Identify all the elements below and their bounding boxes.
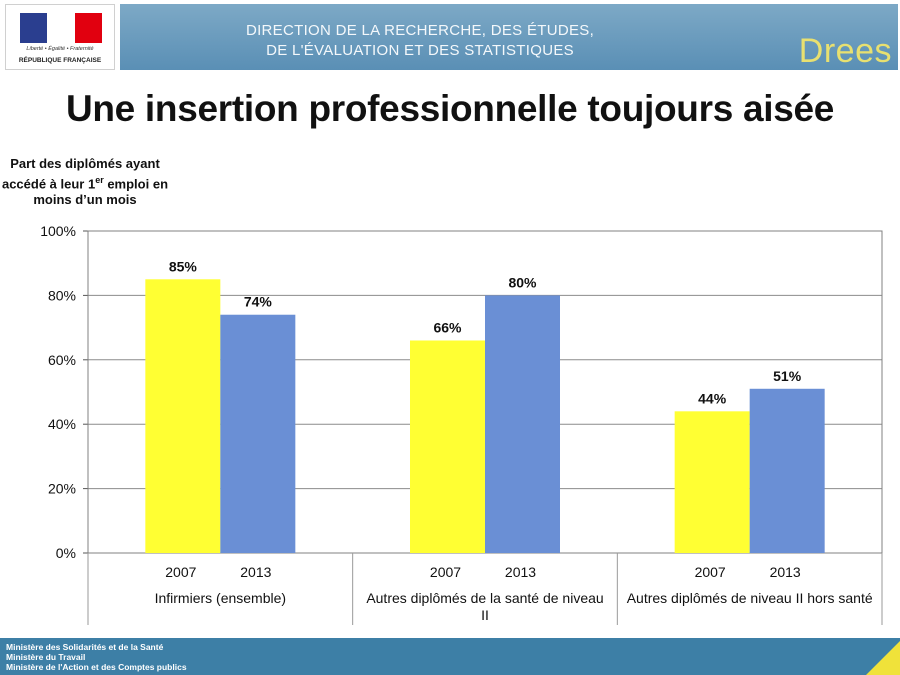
x-tick-label-year: 2007 (430, 564, 461, 580)
x-category-label: Autres diplômés de niveau II hors santé (627, 590, 873, 606)
header-banner: DIRECTION DE LA RECHERCHE, DES ÉTUDES, D… (120, 4, 898, 70)
data-label: 51% (773, 368, 802, 384)
y-axis-title-sup: er (95, 175, 104, 185)
data-label: 74% (244, 294, 273, 310)
bar-2013 (220, 314, 296, 553)
x-tick-label-year: 2007 (165, 564, 196, 580)
footer-ministry-2: Ministère du Travail (6, 652, 86, 662)
x-category-label: Autres diplômés de la santé de niveau (366, 590, 603, 606)
corner-decoration (866, 641, 900, 675)
republic-label: RÉPUBLIQUE FRANÇAISE (18, 57, 102, 64)
x-category-label: Infirmiers (ensemble) (155, 590, 286, 606)
direction-line-1: DIRECTION DE LA RECHERCHE, DES ÉTUDES, (245, 22, 595, 39)
slide-title: Une insertion professionnelle toujours a… (65, 88, 835, 129)
republic-motto: Liberté • Égalité • Fraternité (26, 46, 94, 52)
y-tick-label: 20% (48, 481, 76, 497)
y-tick-label: 40% (48, 416, 76, 432)
y-axis-title-text: Part des diplômés ayant accédé à leur 1 (1, 156, 160, 192)
footer-ministry-1: Ministère des Solidarités et de la Santé (6, 642, 164, 652)
y-axis-title: Part des diplômés ayant accédé à leur 1e… (0, 156, 170, 208)
bar-2007 (674, 411, 750, 553)
data-label: 85% (169, 258, 198, 274)
y-tick-label: 80% (48, 287, 76, 303)
bar-2013 (749, 388, 825, 553)
bar-chart: 0% 20% 40% 60% 80% 100% 85% 2007 74% 2013 Infirmie… (40, 223, 883, 625)
y-tick-label: 60% (48, 352, 76, 368)
y-tick-label: 100% (40, 223, 76, 239)
data-label: 66% (433, 319, 462, 335)
y-axis-title-text-end: emploi en moins d’un mois (33, 176, 169, 208)
x-tick-label-year: 2013 (505, 564, 536, 580)
direction-line-2: DE L'ÉVALUATION ET DES STATISTIQUES (266, 42, 574, 59)
marianne-logo: Liberté • Égalité • Fraternité RÉPUBLIQU… (5, 4, 115, 70)
footer-ministry-3: Ministère de l'Action et des Comptes pub… (6, 662, 187, 672)
y-tick-label: 0% (56, 545, 76, 561)
x-category-label: II (481, 607, 489, 623)
bar-2007 (410, 340, 485, 553)
drees-logo: Drees (799, 32, 892, 71)
bar-2013 (485, 295, 560, 553)
x-tick-label-year: 2007 (695, 564, 726, 580)
marianne-flag-icon (20, 13, 102, 43)
data-label: 80% (508, 274, 537, 290)
bar-2007 (145, 279, 221, 553)
drees-logo-text: Drees (798, 32, 892, 70)
x-tick-label-year: 2013 (770, 564, 801, 580)
footer: Ministère des Solidarités et de la Santé… (0, 638, 900, 675)
x-tick-label-year: 2013 (240, 564, 271, 580)
data-label: 44% (698, 390, 727, 406)
